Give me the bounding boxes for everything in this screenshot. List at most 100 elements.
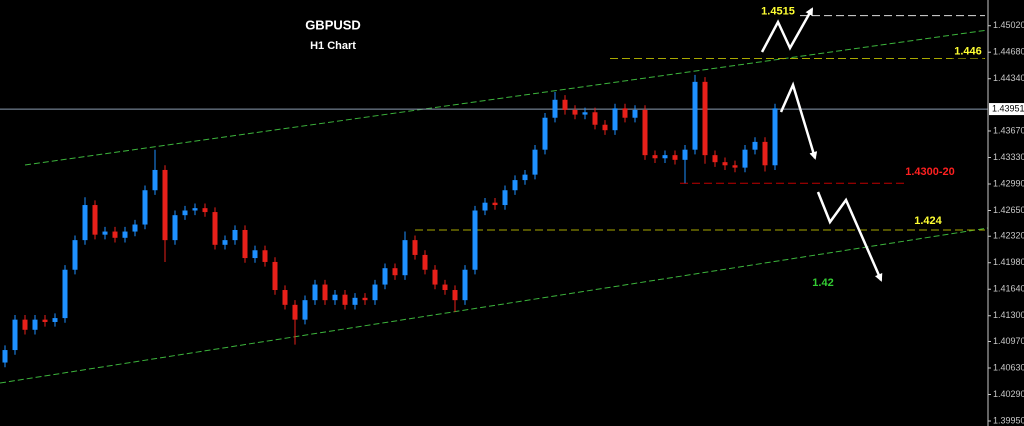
candle-body <box>562 99 568 110</box>
y-tick-label: 1.40290 <box>993 389 1024 399</box>
candle-body <box>392 268 398 276</box>
y-tick-label: 1.43670 <box>993 125 1024 135</box>
candle-body <box>402 240 408 276</box>
candle-body <box>632 109 638 118</box>
candle-body <box>92 205 98 235</box>
candle-body <box>362 297 368 301</box>
chart-subtitle: H1 Chart <box>310 40 356 52</box>
candle-body <box>612 108 618 131</box>
candle-body <box>662 155 668 159</box>
candle-body <box>472 210 478 270</box>
candle-body <box>642 109 648 156</box>
candle-body <box>112 231 118 238</box>
candle-body <box>222 240 228 245</box>
candle-body <box>682 149 688 160</box>
level-label-bg <box>952 44 984 59</box>
y-tick-label: 1.42990 <box>993 178 1024 188</box>
candle-body <box>722 162 728 166</box>
candle-body <box>712 155 718 163</box>
candle-body <box>752 141 758 150</box>
y-tick-label: 1.40970 <box>993 336 1024 346</box>
level-label: 1.424 <box>914 215 942 227</box>
candle-body <box>82 205 88 241</box>
candle-body <box>742 149 748 168</box>
candle-body <box>572 109 578 115</box>
level-label: 1.42 <box>812 277 833 289</box>
current-price-label: 1.43951 <box>992 103 1024 113</box>
candle-body <box>582 112 588 115</box>
candle-body <box>292 304 298 320</box>
candle-body <box>42 319 48 322</box>
candle-body <box>132 224 138 232</box>
candle-body <box>142 190 148 225</box>
candle-body <box>212 212 218 245</box>
candle-body <box>442 284 448 291</box>
upper-trendline <box>24 29 989 166</box>
candle-body <box>192 208 198 211</box>
candle-body <box>432 269 438 285</box>
candle-body <box>2 350 8 363</box>
candle-body <box>342 294 348 305</box>
y-tick-label: 1.42650 <box>993 205 1024 215</box>
arrow-down <box>779 81 818 160</box>
y-tick-label: 1.43330 <box>993 152 1024 162</box>
level-label: 1.4515 <box>761 5 795 17</box>
candle-body <box>592 112 598 125</box>
candle-body <box>512 180 518 191</box>
candle-body <box>492 202 498 206</box>
candle-body <box>152 169 158 191</box>
candle-body <box>312 284 318 301</box>
lower-trendline <box>0 227 989 384</box>
candle-body <box>502 190 508 206</box>
candle-body <box>382 268 388 285</box>
candle-body <box>262 250 268 262</box>
y-tick-label: 1.44680 <box>993 47 1024 57</box>
candle-body <box>732 165 738 168</box>
candle-body <box>522 174 528 181</box>
y-tick-label: 1.39950 <box>993 415 1024 425</box>
level-label: 1.4300-20 <box>905 166 955 178</box>
candle-body <box>462 269 468 301</box>
candle-body <box>332 294 338 301</box>
y-tick-label: 1.42320 <box>993 231 1024 241</box>
y-tick-label: 1.41980 <box>993 257 1024 267</box>
candle-body <box>242 229 248 259</box>
chart-title: GBPUSD <box>305 17 361 32</box>
candle-body <box>272 261 278 291</box>
candle-body <box>412 240 418 255</box>
candle-body <box>692 81 698 150</box>
candle-body <box>72 240 78 270</box>
candle-body <box>452 290 458 301</box>
candle-body <box>232 229 238 241</box>
candle-body <box>422 254 428 270</box>
candle-body <box>652 155 658 159</box>
candle-body <box>622 108 628 118</box>
candle-body <box>32 319 38 330</box>
candle-body <box>322 284 328 301</box>
candle-body <box>162 169 168 241</box>
candle-body <box>352 297 358 305</box>
y-tick-label: 1.41300 <box>993 310 1024 320</box>
candle-body <box>202 208 208 213</box>
candle-body <box>182 210 188 216</box>
candle-body <box>252 250 258 259</box>
y-tick-label: 1.44340 <box>993 73 1024 83</box>
candle-body <box>602 124 608 131</box>
candle-body <box>52 318 58 322</box>
candle-body <box>762 141 768 166</box>
arrow-down <box>816 191 883 282</box>
candle-body <box>282 290 288 305</box>
plot-area <box>0 15 988 368</box>
y-tick-label: 1.41640 <box>993 284 1024 294</box>
level-label: 1.446 <box>954 45 982 57</box>
candle-body <box>12 319 18 351</box>
candle-body <box>122 231 128 238</box>
candle-body <box>22 319 28 330</box>
arrow-up <box>760 7 814 53</box>
candle-body <box>62 269 68 319</box>
candle-body <box>702 81 708 156</box>
candle-body <box>672 155 678 160</box>
